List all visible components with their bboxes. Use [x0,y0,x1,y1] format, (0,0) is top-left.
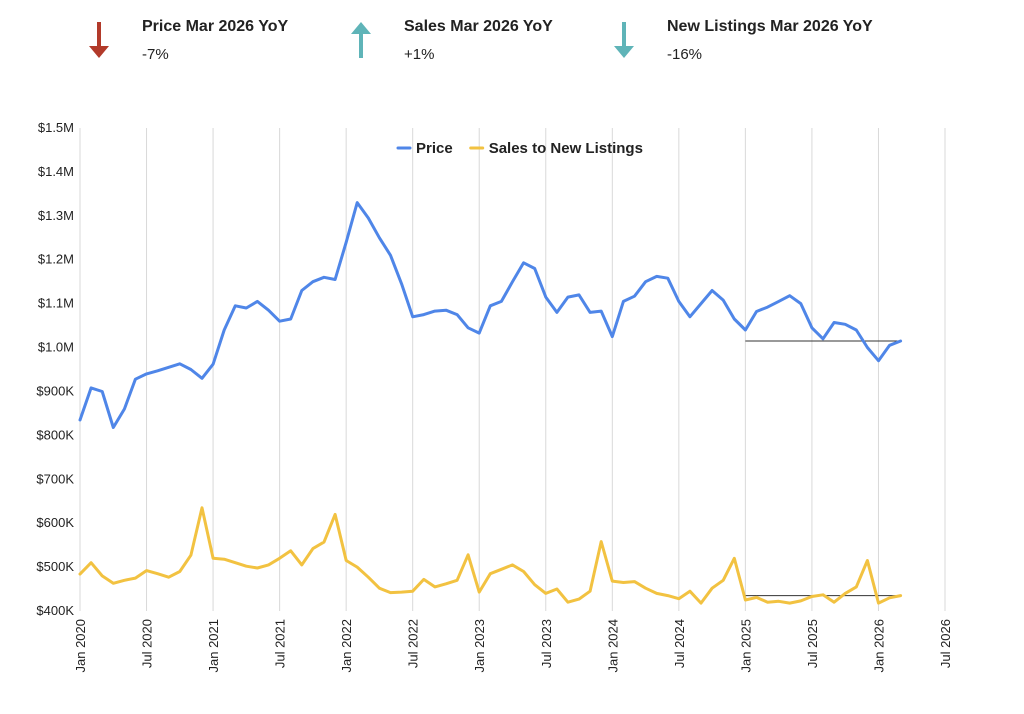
x-tick-label: Jul 2021 [273,619,288,668]
x-tick-label: Jan 2024 [605,619,620,673]
y-tick-label: $900K [36,383,74,398]
kpi-sales-title: Sales Mar 2026 YoY [404,18,553,35]
x-tick-label: Jul 2026 [938,619,953,668]
kpi-price-value: -7% [142,46,169,63]
kpi-sales-value: +1% [404,46,435,63]
legend: Price Sales to New Listings [396,140,643,157]
x-tick-label: Jul 2022 [406,619,421,668]
arrow-up-icon [351,22,371,58]
series-lines [78,201,903,605]
x-tick-label: Jan 2026 [871,619,886,673]
x-tick-label: Jan 2023 [472,619,487,673]
y-tick-label: $800K [36,427,74,442]
y-tick-label: $1.2M [38,252,74,267]
gridlines [79,128,946,611]
x-tick-label: Jul 2020 [140,619,155,668]
y-tick-label: $1.1M [38,296,74,311]
x-tick-label: Jan 2021 [206,619,221,673]
y-axis: $400K $500K $600K $700K $800K $900K $1.0M $1.1M… [36,120,74,618]
arrow-down-icon [89,22,109,58]
series-line-sales-to-new-listings [78,506,903,605]
x-tick-label: Jul 2025 [805,619,820,668]
y-tick-label: $1.5M [38,120,74,135]
y-tick-label: $1.4M [38,164,74,179]
kpi-bar: Price Mar 2026 YoY -7% Sales Mar 2026 Yo… [0,0,1024,78]
y-tick-label: $500K [36,559,74,574]
kpi-new-listings-title: New Listings Mar 2026 YoY [667,18,873,35]
x-axis: Jan 2020 Jul 2020 Jan 2021 Jul 2021 Jan 2022… [73,619,953,673]
arrow-down-icon [614,22,634,58]
y-tick-label: $1.0M [38,340,74,355]
y-tick-label: $700K [36,471,74,486]
legend-label-sales-to-new-listings: Sales to New Listings [489,140,643,157]
x-tick-label: Jan 2022 [339,619,354,673]
y-tick-label: $400K [36,603,74,618]
reference-lines [745,340,901,597]
series-line-price [78,201,903,429]
legend-label-price: Price [416,140,453,157]
x-tick-label: Jul 2023 [539,619,554,668]
x-tick-label: Jan 2025 [738,619,753,673]
line-chart: $400K $500K $600K $700K $800K $900K $1.0M $1.1M… [36,120,953,673]
x-tick-label: Jul 2024 [672,619,687,668]
kpi-new-listings-value: -16% [667,46,703,63]
kpi-price-title: Price Mar 2026 YoY [142,18,289,35]
x-tick-label: Jan 2020 [73,619,88,673]
y-tick-label: $600K [36,515,74,530]
y-tick-label: $1.3M [38,208,74,223]
